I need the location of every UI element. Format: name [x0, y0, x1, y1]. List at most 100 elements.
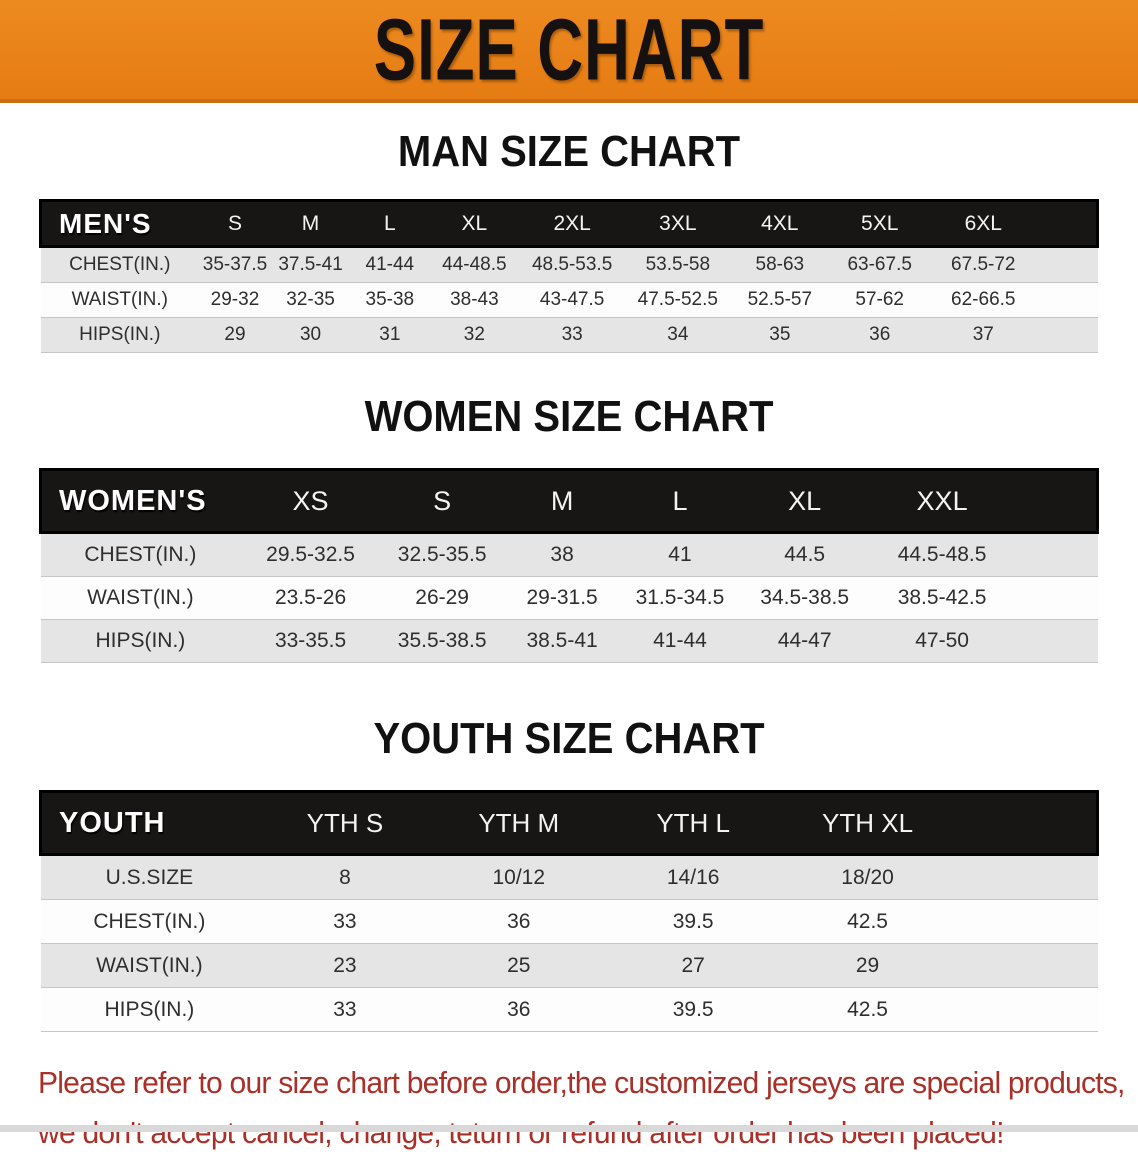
measurement-value-cell: 67.5-72 [930, 246, 1037, 283]
size-column-header: YTH L [605, 790, 781, 856]
measurement-value-cell: 63-67.5 [828, 246, 931, 283]
measurement-value-cell: 42.5 [780, 987, 955, 1032]
disclaimer-text: Please refer to our size chart before or… [38, 1058, 1125, 1157]
size-column-header: 5XL [828, 199, 931, 248]
measurement-value-cell: 29-31.5 [503, 576, 621, 620]
row-spacer [1036, 246, 1098, 283]
measurement-value-cell: 34 [624, 317, 731, 353]
header-spacer [1036, 199, 1100, 248]
measurement-value-cell: 53.5-58 [624, 246, 731, 283]
measurement-value-cell: 57-62 [828, 282, 931, 318]
measurement-value-cell: 43-47.5 [519, 282, 625, 318]
measurement-value-cell: 39.5 [605, 987, 781, 1032]
measurement-value-cell: 47-50 [870, 619, 1014, 663]
disclaimer-line-1: Please refer to our size chart before or… [38, 1065, 1125, 1100]
disclaimer-line-2: we don't accept cancel, change, teturn o… [38, 1114, 1004, 1150]
measurement-value-cell: 29.5-32.5 [240, 532, 381, 577]
size-column-header: YTH M [431, 790, 606, 856]
table-row: WAIST(IN.) 23 25 27 29 [40, 943, 1098, 988]
measurement-value-cell: 33-35.5 [240, 619, 381, 663]
row-spacer [954, 899, 1098, 944]
table-header-bar: YOUTH YTH S YTH M YTH L YTH XL [39, 790, 1099, 856]
women-size-table: WOMEN'S XS S M L XL XXL CHEST(IN.) 29.5-32.5 32.5… [39, 468, 1099, 663]
size-column-header: 3XL [624, 199, 731, 248]
size-column-header: 6XL [930, 199, 1037, 248]
measurement-row-label: CHEST(IN.) [40, 532, 241, 577]
size-column-header: L [620, 468, 740, 534]
measurement-value-cell: 41 [620, 532, 740, 577]
row-spacer [1013, 576, 1098, 620]
size-column-header: YTH S [258, 790, 432, 856]
measurement-row-label: HIPS(IN.) [40, 987, 259, 1032]
size-column-header: XXL [870, 468, 1014, 534]
measurement-value-cell: 23.5-26 [240, 576, 381, 620]
measurement-value-cell: 31 [350, 317, 430, 353]
measurement-value-cell: 36 [828, 317, 931, 353]
measurement-value-cell: 32.5-35.5 [380, 532, 504, 577]
page-title: SIZE CHART [373, 0, 765, 99]
table-row: HIPS(IN.) 33-35.5 35.5-38.5 38.5-41 41-44 44-… [40, 619, 1098, 663]
size-column-header: M [270, 199, 351, 248]
measurement-value-cell: 38.5-42.5 [870, 576, 1014, 620]
table-row: U.S.SIZE 8 10/12 14/16 18/20 [40, 854, 1098, 900]
table-group-label: WOMEN'S [39, 468, 241, 534]
measurement-value-cell: 62-66.5 [930, 282, 1037, 318]
table-row: HIPS(IN.) 29 30 31 32 33 34 35 36 37 [40, 317, 1098, 353]
measurement-value-cell: 52.5-57 [730, 282, 829, 318]
measurement-value-cell: 44.5-48.5 [870, 532, 1014, 577]
size-column-header: XL [429, 199, 520, 248]
measurement-value-cell: 48.5-53.5 [519, 246, 625, 283]
measurement-row-label: WAIST(IN.) [40, 282, 200, 318]
measurement-value-cell: 33 [258, 899, 432, 944]
measurement-value-cell: 35-37.5 [199, 246, 271, 283]
measurement-value-cell: 38 [503, 532, 621, 577]
measurement-value-cell: 33 [258, 987, 432, 1032]
measurement-value-cell: 27 [605, 943, 781, 988]
size-column-header: XS [240, 468, 381, 534]
size-column-header: M [503, 468, 621, 534]
measurement-value-cell: 58-63 [730, 246, 829, 283]
measurement-value-cell: 33 [519, 317, 625, 353]
measurement-value-cell: 39.5 [605, 899, 781, 944]
row-spacer [954, 943, 1098, 988]
measurement-value-cell: 25 [431, 943, 606, 988]
measurement-value-cell: 32-35 [270, 282, 351, 318]
measurement-row-label: CHEST(IN.) [40, 246, 200, 283]
measurement-value-cell: 23 [258, 943, 432, 988]
header-spacer [1013, 468, 1099, 534]
row-spacer [1013, 532, 1098, 577]
youth-size-table: YOUTH YTH S YTH M YTH L YTH XL U.S.SIZE 8 10/12… [39, 790, 1099, 1032]
table-row: WAIST(IN.) 23.5-26 26-29 29-31.5 31.5-34.5 34… [40, 576, 1098, 620]
table-row: HIPS(IN.) 33 36 39.5 42.5 [40, 987, 1098, 1032]
table-group-label: YOUTH [39, 790, 259, 856]
measurement-value-cell: 37.5-41 [270, 246, 351, 283]
measurement-value-cell: 10/12 [431, 854, 606, 900]
measurement-value-cell: 38-43 [429, 282, 520, 318]
measurement-value-cell: 14/16 [605, 854, 781, 900]
header-spacer [954, 790, 1099, 856]
measurement-value-cell: 29 [780, 943, 955, 988]
row-spacer [1036, 282, 1098, 318]
measurement-value-cell: 26-29 [380, 576, 504, 620]
measurement-row-label: WAIST(IN.) [40, 576, 241, 620]
measurement-value-cell: 37 [930, 317, 1037, 353]
measurement-value-cell: 36 [431, 899, 606, 944]
measurement-value-cell: 41-44 [620, 619, 740, 663]
table-header-bar: WOMEN'S XS S M L XL XXL [39, 468, 1099, 534]
size-column-header: XL [739, 468, 871, 534]
measurement-value-cell: 35 [730, 317, 829, 353]
women-section-heading: WOMEN SIZE CHART [364, 393, 774, 441]
table-row: CHEST(IN.) 35-37.5 37.5-41 41-44 44-48.5 48.5… [40, 246, 1098, 283]
row-spacer [1036, 317, 1098, 353]
size-column-header: YTH XL [780, 790, 955, 856]
measurement-value-cell: 29 [199, 317, 271, 353]
measurement-row-label: WAIST(IN.) [40, 943, 259, 988]
size-chart-banner: SIZE CHART [0, 0, 1138, 103]
size-column-header: 4XL [730, 199, 829, 248]
size-column-header: S [380, 468, 504, 534]
measurement-value-cell: 44-48.5 [429, 246, 520, 283]
men-section-heading: MAN SIZE CHART [397, 128, 741, 176]
row-spacer [954, 854, 1098, 900]
table-row: WAIST(IN.) 29-32 32-35 35-38 38-43 43-47.5 47.… [40, 282, 1098, 318]
measurement-row-label: CHEST(IN.) [40, 899, 259, 944]
